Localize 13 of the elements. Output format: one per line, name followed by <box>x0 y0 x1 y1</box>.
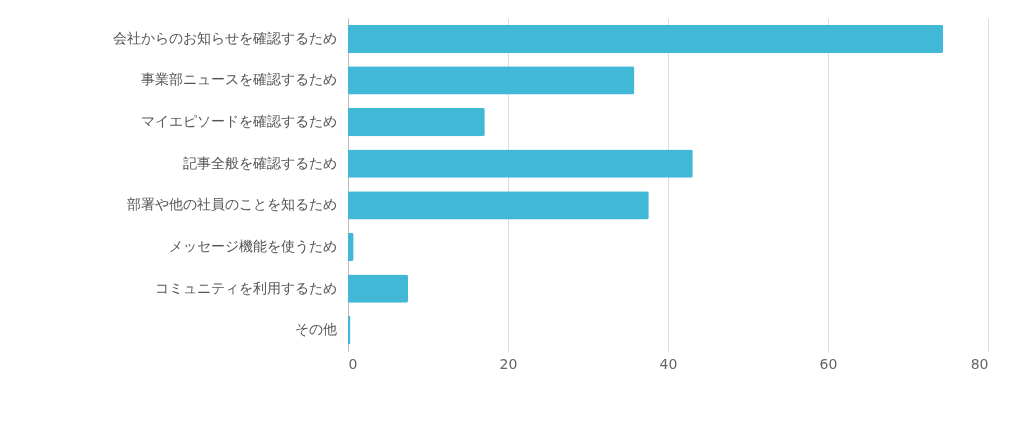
x-tick-label: 80 <box>970 355 989 372</box>
y-tick-label: 記事全般を確認するため <box>182 154 337 171</box>
y-tick-label: 会社からのお知らせを確認するため <box>112 29 337 46</box>
y-tick-label: 事業部ニュースを確認するため <box>140 71 337 88</box>
x-tick-label: 0 <box>348 355 358 372</box>
x-tick-label: 20 <box>499 355 518 372</box>
y-tick-label: その他 <box>294 321 337 338</box>
y-tick-label: 部署や他の社員のことを知るため <box>126 196 337 213</box>
y-tick-label: マイエピソードを確認するため <box>140 113 337 130</box>
x-tick-label: 60 <box>819 355 838 372</box>
y-tick-label: メッセージ機能を使うため <box>168 237 337 254</box>
x-tick-label: 40 <box>659 355 678 372</box>
y-tick-label: コミュニティを利用するため <box>154 279 337 296</box>
